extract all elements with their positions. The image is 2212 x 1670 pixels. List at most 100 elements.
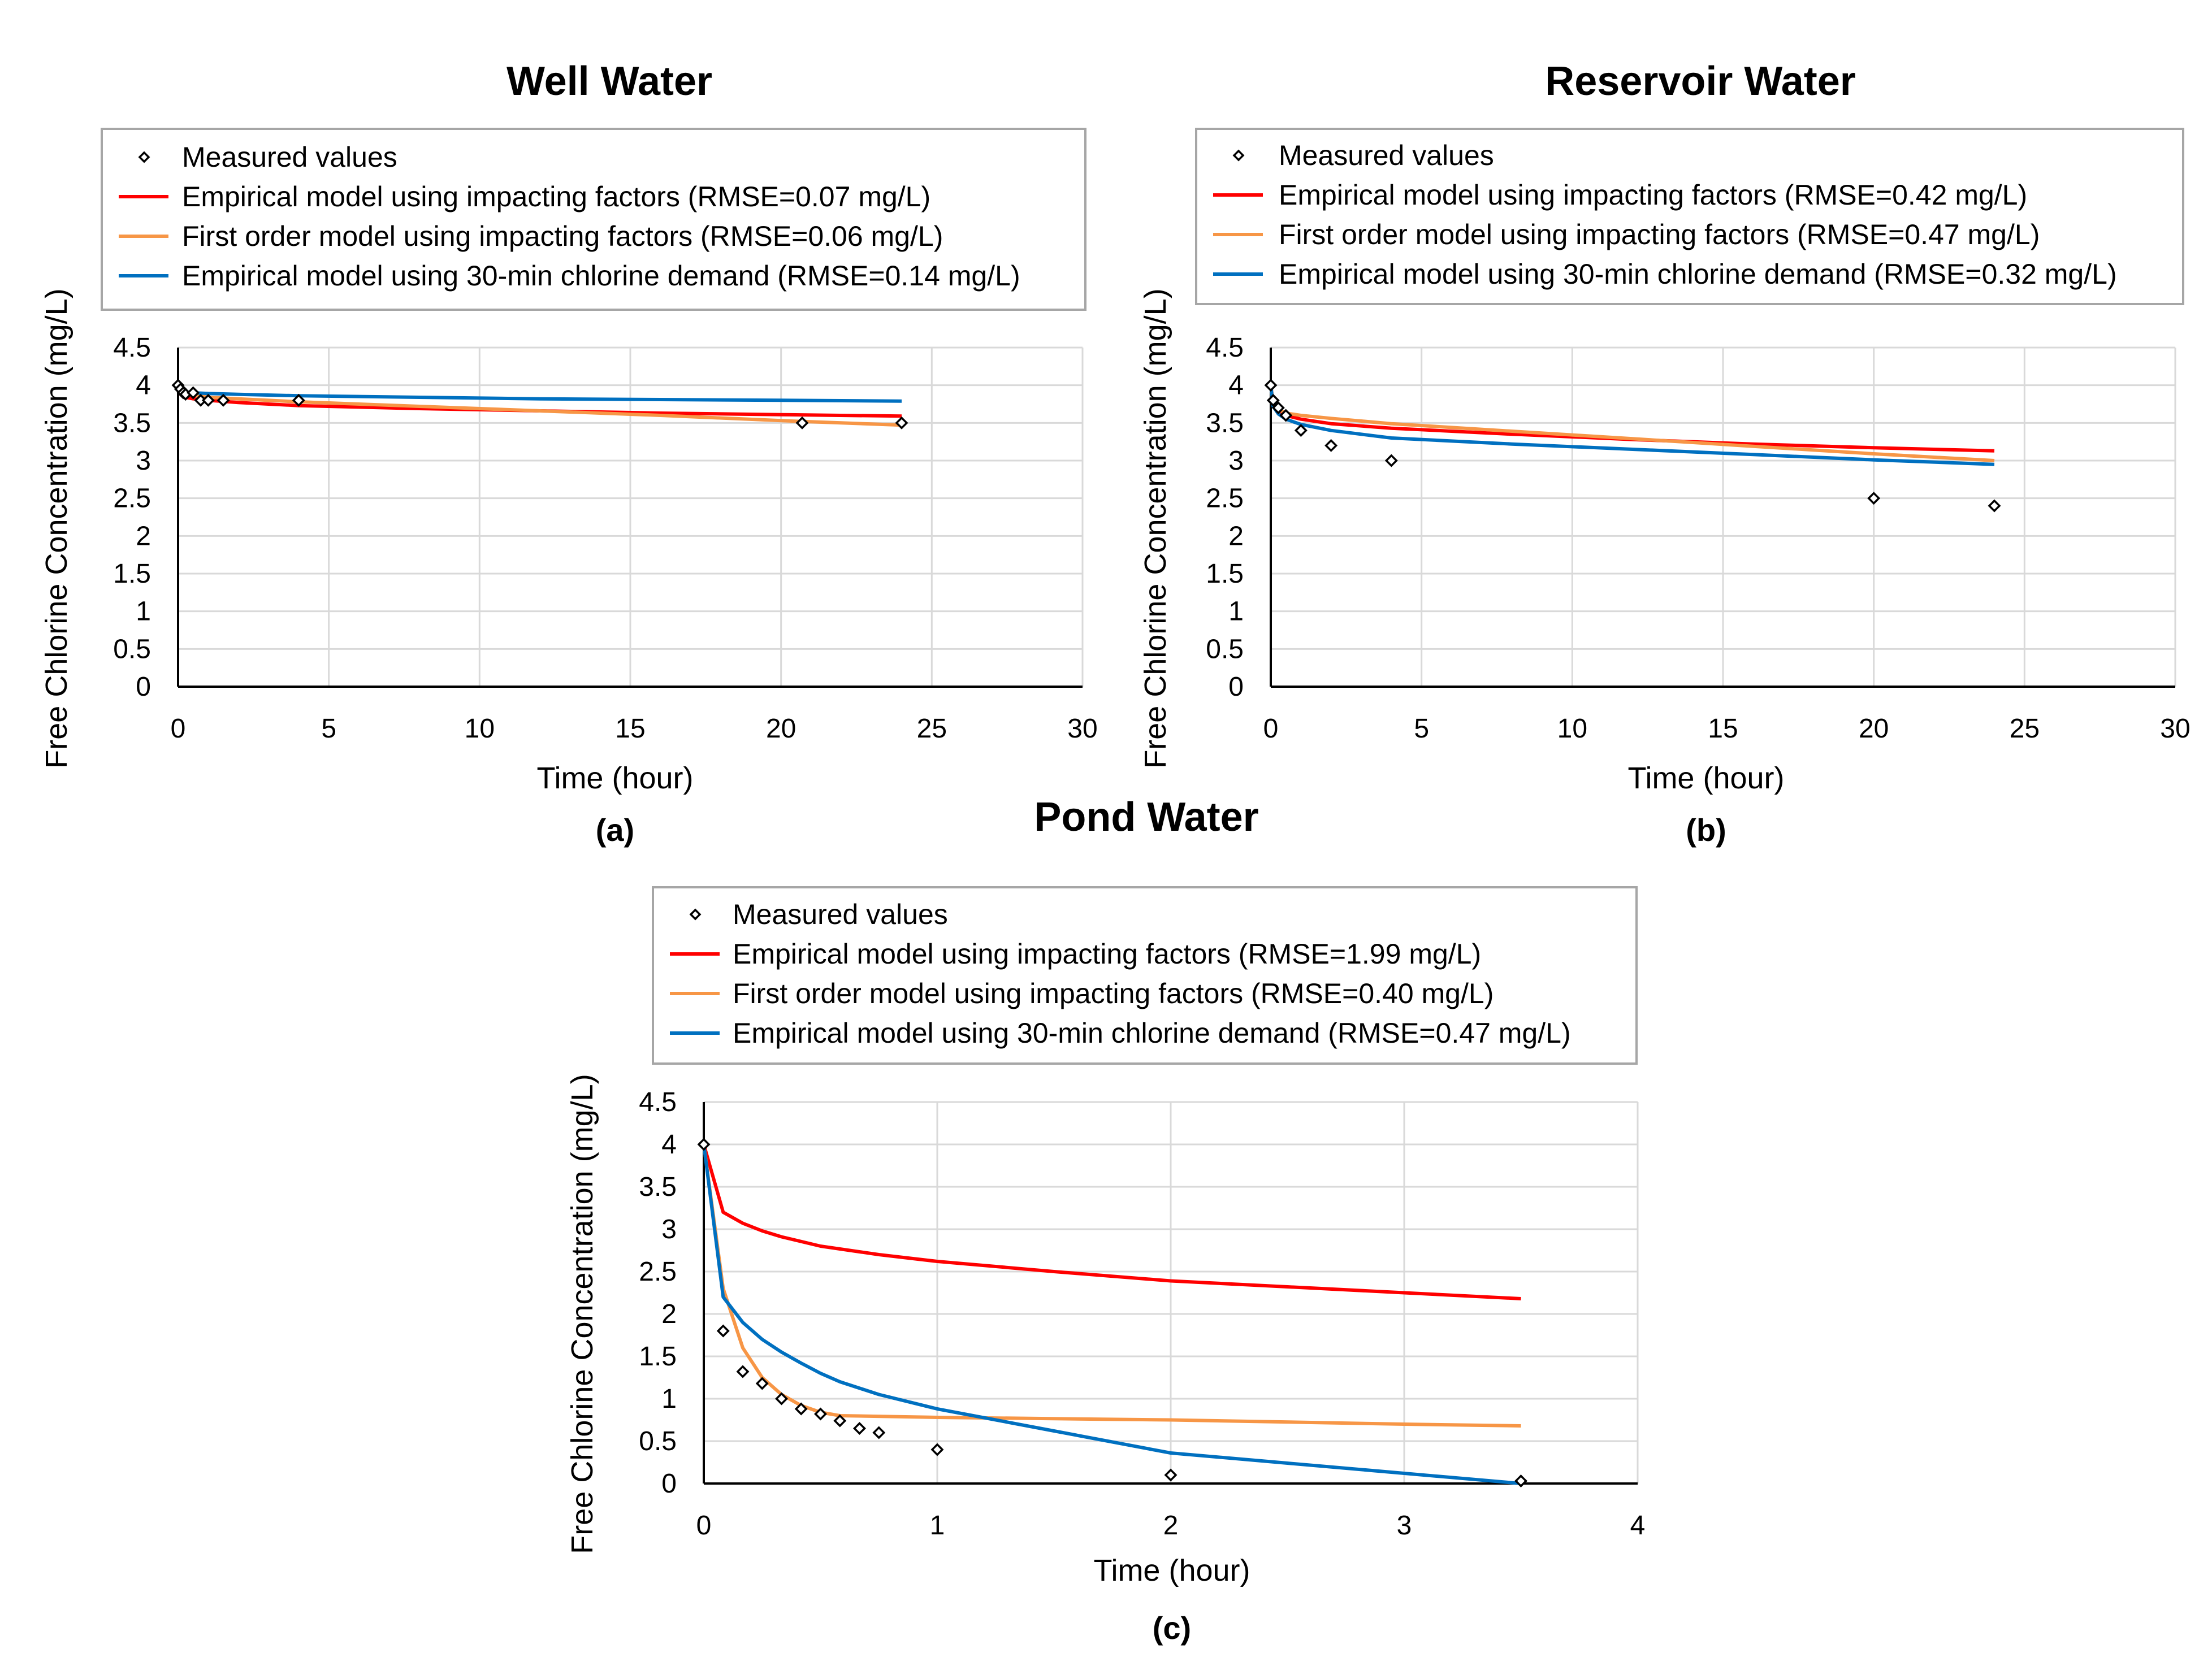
measured-point xyxy=(1867,492,1881,505)
series-line-demand xyxy=(1269,385,1995,466)
legend-item-demand: Empirical model using 30-min chlorine de… xyxy=(119,260,1020,292)
x-tick-label: 10 xyxy=(465,714,495,744)
y-tick-label: 0.5 xyxy=(113,634,151,664)
legend: Measured values Empirical model using imp… xyxy=(1213,140,2117,290)
panel-label: (c) xyxy=(1153,1610,1191,1646)
y-tick-label: 4 xyxy=(661,1130,677,1160)
series-line-demand xyxy=(702,1144,1521,1485)
legend-item-measured: Measured values xyxy=(1232,140,1494,171)
x-tick-label: 0 xyxy=(696,1511,712,1541)
y-tick-label: 1 xyxy=(136,597,151,627)
y-tick-label: 0 xyxy=(1228,672,1244,702)
legend-box xyxy=(101,128,1086,311)
x-axis-label: Time (hour) xyxy=(1627,761,1784,795)
x-tick-label: 2 xyxy=(1163,1511,1179,1541)
panel-label: (b) xyxy=(1686,812,1726,848)
measured-point xyxy=(895,416,908,430)
y-tick-label: 4 xyxy=(136,371,151,401)
y-axis-label: Free Chlorine Concentration (mg/L) xyxy=(565,1074,599,1554)
y-tick-label: 0 xyxy=(661,1469,677,1499)
y-tick-label: 3 xyxy=(136,446,151,476)
legend-label: Empirical model using impacting factors … xyxy=(733,938,1481,970)
legend-label: Empirical model using impacting factors … xyxy=(1279,179,2027,211)
y-tick-labels: 0 0.5 1 1.5 2 2.5 3 3.5 4 4.5 xyxy=(639,1087,677,1499)
y-tick-label: 2 xyxy=(661,1299,677,1329)
y-tick-label: 0.5 xyxy=(639,1426,677,1456)
measured-point xyxy=(930,1443,944,1456)
y-tick-label: 2.5 xyxy=(639,1257,677,1287)
gridlines xyxy=(1271,346,2176,687)
measured-point xyxy=(697,1138,711,1151)
measured-point xyxy=(872,1426,886,1439)
chart-title: Pond Water xyxy=(1034,795,1258,840)
model-lines xyxy=(1269,385,1995,466)
x-tick-label: 3 xyxy=(1397,1511,1412,1541)
y-tick-label: 2 xyxy=(1228,521,1244,551)
measured-point xyxy=(833,1414,847,1428)
y-tick-label: 3 xyxy=(1228,446,1244,476)
legend-item-measured: Measured values xyxy=(138,141,397,173)
legend-item-first-order: First order model using impacting factor… xyxy=(670,978,1494,1009)
measured-point xyxy=(775,1392,789,1406)
y-axis-label: Free Chlorine Concentration (mg/L) xyxy=(1139,288,1172,768)
legend-label: First order model using impacting factor… xyxy=(733,978,1494,1009)
measured-points xyxy=(171,379,908,430)
y-tick-labels: 0 0.5 1 1.5 2 2.5 3 3.5 4 4.5 xyxy=(1206,333,1244,702)
y-axis-label: Free Chlorine Concentration (mg/L) xyxy=(40,288,73,768)
x-tick-labels: 0 5 10 15 20 25 30 xyxy=(171,714,1098,744)
y-tick-label: 4.5 xyxy=(1206,333,1244,363)
series-line-empirical xyxy=(1269,385,1995,453)
legend-item-first-order: First order model using impacting factor… xyxy=(119,220,943,252)
legend-item-empirical: Empirical model using impacting factors … xyxy=(119,181,930,212)
x-tick-label: 0 xyxy=(1263,714,1279,744)
model-lines xyxy=(176,384,902,427)
y-tick-label: 2.5 xyxy=(113,484,151,514)
x-tick-label: 15 xyxy=(615,714,645,744)
legend-label: First order model using impacting factor… xyxy=(1279,219,2040,250)
gridlines xyxy=(178,346,1084,687)
y-tick-label: 1.5 xyxy=(639,1342,677,1372)
x-tick-label: 30 xyxy=(2160,714,2190,744)
measured-point xyxy=(201,393,215,407)
y-tick-label: 3.5 xyxy=(1206,408,1244,438)
y-tick-label: 3.5 xyxy=(639,1172,677,1202)
series-line-first-order xyxy=(702,1144,1521,1428)
x-tick-label: 25 xyxy=(2010,714,2040,744)
measured-point xyxy=(292,393,305,407)
measured-point xyxy=(755,1377,769,1390)
model-lines xyxy=(702,1144,1521,1485)
measured-point xyxy=(736,1365,750,1378)
legend-label: Measured values xyxy=(733,899,948,930)
y-tick-label: 3 xyxy=(661,1214,677,1244)
y-tick-label: 2 xyxy=(136,521,151,551)
x-axis-label: Time (hour) xyxy=(536,761,693,795)
legend-item-empirical: Empirical model using impacting factors … xyxy=(670,938,1481,970)
legend-label: Measured values xyxy=(182,141,397,173)
x-axis-label: Time (hour) xyxy=(1093,1554,1250,1587)
y-tick-label: 1 xyxy=(1228,597,1244,627)
legend-label: First order model using impacting factor… xyxy=(182,220,943,252)
measured-points xyxy=(697,1138,1527,1487)
y-tick-label: 3.5 xyxy=(113,408,151,438)
series-line-demand xyxy=(176,384,902,403)
legend: Measured values Empirical model using imp… xyxy=(670,899,1571,1049)
series-line-empirical xyxy=(702,1144,1521,1300)
x-tick-labels: 0 5 10 15 20 25 30 xyxy=(1263,714,2191,744)
measured-point xyxy=(795,416,809,430)
chart-well-water: Well Water Measured values Empirical mode… xyxy=(40,59,1098,848)
x-tick-label: 4 xyxy=(1630,1511,1646,1541)
legend-item-demand: Empirical model using 30-min chlorine de… xyxy=(1213,258,2117,290)
measured-points xyxy=(1264,379,2001,513)
measured-point xyxy=(1324,439,1338,452)
measured-point xyxy=(852,1422,866,1435)
y-tick-label: 0.5 xyxy=(1206,634,1244,664)
measured-point xyxy=(1164,1468,1178,1482)
measured-point xyxy=(187,386,200,400)
legend-label: Measured values xyxy=(1279,140,1494,171)
measured-point xyxy=(814,1407,827,1421)
legend-item-demand: Empirical model using 30-min chlorine de… xyxy=(670,1017,1571,1049)
legend: Measured values Empirical model using imp… xyxy=(119,141,1020,292)
measured-point xyxy=(217,393,230,407)
x-tick-label: 20 xyxy=(1859,714,1889,744)
